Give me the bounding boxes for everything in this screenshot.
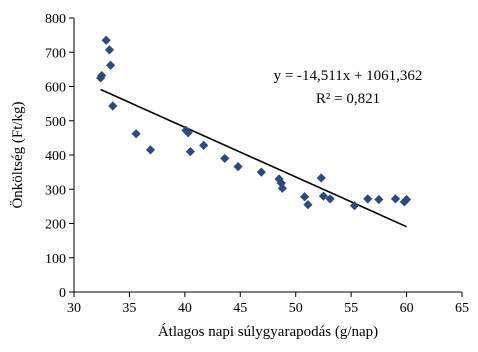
data-point [131,129,141,139]
data-point [256,167,266,177]
data-point [145,145,156,155]
y-tick-label: 300 [45,183,66,198]
trendline-equation: y = -14,511x + 1061,362 [274,68,423,84]
data-point [97,70,107,81]
x-tick-label: 30 [67,301,81,316]
x-tick-label: 35 [122,301,136,316]
data-point [374,194,384,205]
data-point [303,200,313,210]
data-point [390,194,401,204]
data-point [199,140,209,151]
data-points [96,35,412,211]
y-tick-label: 600 [45,81,66,96]
y-tick-label: 100 [45,252,66,267]
x-tick-label: 65 [455,301,469,316]
data-point [318,191,329,201]
y-tick-label: 400 [45,149,66,164]
trendline-r-squared: R² = 0,821 [316,91,380,107]
data-point [349,201,360,211]
y-tick-label: 200 [45,218,66,233]
x-tick-label: 60 [400,301,414,316]
y-tick-label: 800 [45,12,66,27]
y-axis-title: Önköltség (Ft/kg) [9,101,26,208]
data-point [399,197,409,207]
data-point [185,146,195,157]
tick-labels: 0 100 200 300 400 500 600 700 800 30 35 40 45 50 55 60 6… [45,12,469,316]
x-axis-title: Átlagos napi súlygyarapodás (g/nap) [158,323,378,340]
data-point [325,194,335,204]
data-point [101,35,111,45]
data-point [220,153,230,164]
data-point [183,128,193,138]
data-point [277,183,288,193]
data-point [108,101,118,111]
data-point [299,192,310,202]
y-tick-label: 500 [45,115,66,130]
data-point [104,45,115,55]
x-tick-label: 50 [289,301,303,316]
x-tick-label: 45 [233,301,247,316]
data-point [363,194,373,204]
data-point [105,60,116,70]
axes [69,17,463,297]
y-tick-label: 0 [59,286,66,301]
trendline-group [100,88,407,228]
x-tick-label: 55 [344,301,358,316]
x-tick-label: 40 [178,301,192,316]
y-tick-label: 700 [45,46,66,61]
data-point [401,194,412,205]
data-point [233,162,243,172]
data-point [316,173,326,183]
trendline [100,88,407,228]
